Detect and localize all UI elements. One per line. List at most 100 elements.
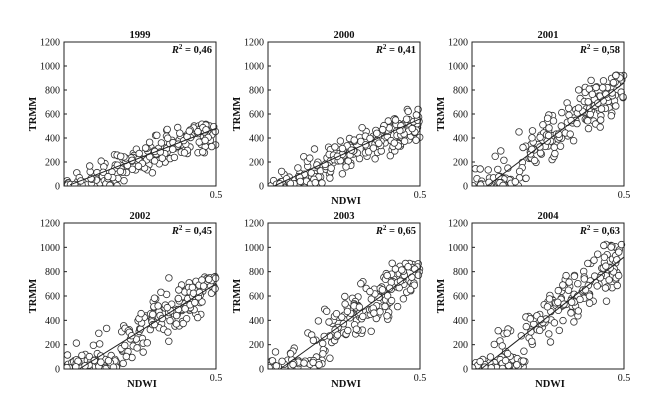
data-point xyxy=(522,322,530,331)
data-point xyxy=(580,275,588,283)
data-point xyxy=(180,149,189,157)
data-point xyxy=(294,164,302,172)
data-point xyxy=(554,286,562,295)
data-point xyxy=(201,136,209,145)
data-point xyxy=(602,297,611,305)
data-point xyxy=(570,272,579,280)
y-tick-label: 0 xyxy=(259,365,264,376)
scatter-panel-2004: 0 200 400 600 800 1000 1200 0.5 2004 TRMM NDWI R2 =… xyxy=(436,211,630,390)
chart-title: 2001 xyxy=(538,30,559,41)
data-point xyxy=(599,77,608,85)
data-point xyxy=(128,165,137,173)
data-point xyxy=(369,144,378,152)
data-point xyxy=(379,125,387,134)
data-point xyxy=(367,327,375,335)
data-point xyxy=(341,292,349,301)
y-tick-label: 600 xyxy=(45,110,60,121)
y-tick-label: 400 xyxy=(249,134,264,145)
data-point xyxy=(476,357,484,366)
data-point xyxy=(367,295,375,303)
data-point xyxy=(543,114,552,122)
y-tick-label: 600 xyxy=(453,110,468,121)
data-point xyxy=(350,136,358,144)
data-point xyxy=(494,327,502,335)
data-point xyxy=(574,307,582,315)
data-point xyxy=(476,181,485,186)
data-point xyxy=(300,359,308,367)
data-point xyxy=(102,324,111,333)
data-point xyxy=(569,136,578,145)
data-point xyxy=(198,276,206,284)
data-point xyxy=(499,181,507,186)
data-point xyxy=(592,83,600,92)
data-point xyxy=(399,295,408,303)
data-point xyxy=(89,341,98,349)
data-point xyxy=(272,362,281,369)
data-point xyxy=(205,275,213,283)
data-point xyxy=(319,339,327,348)
r-squared-annotation: R2 = 0,46 xyxy=(171,43,212,56)
y-tick-label: 1200 xyxy=(448,38,468,49)
data-point xyxy=(376,308,384,316)
data-point xyxy=(545,295,554,303)
y-tick-label: 1000 xyxy=(244,62,264,73)
data-point xyxy=(153,131,161,139)
chart-title: 1999 xyxy=(130,30,151,41)
y-tick-label: 200 xyxy=(45,340,60,351)
y-tick-label: 0 xyxy=(463,365,468,376)
y-tick-label: 1000 xyxy=(448,243,468,254)
data-point xyxy=(539,121,547,129)
data-point xyxy=(412,136,420,144)
x-axis-label: NDWI xyxy=(331,379,361,390)
data-point xyxy=(122,352,130,361)
data-point xyxy=(333,331,342,339)
data-point xyxy=(318,179,326,186)
y-axis-label: TRMM xyxy=(28,97,39,131)
scatter-panel-1999: 0 200 400 600 800 1000 1200 0.5 1999 TRMM R2 = 0,4… xyxy=(28,30,222,201)
y-axis-label: TRMM xyxy=(436,97,447,131)
data-point xyxy=(573,119,581,128)
y-tick-label: 400 xyxy=(45,316,60,327)
data-point xyxy=(599,83,607,92)
data-point xyxy=(343,307,352,316)
data-point xyxy=(596,123,604,131)
data-point xyxy=(78,351,86,360)
data-point xyxy=(398,266,406,274)
chart-title: 2003 xyxy=(334,211,355,222)
data-point xyxy=(311,179,319,186)
data-point xyxy=(546,338,555,346)
data-points xyxy=(472,71,628,186)
data-point xyxy=(601,284,610,292)
data-point xyxy=(309,336,318,345)
y-tick-label: 800 xyxy=(249,267,264,278)
data-point xyxy=(383,312,391,320)
data-point xyxy=(327,164,335,172)
scatter-panel-2002: 0 200 400 600 800 1000 1200 0.5 2002 TRMM NDWI R2 =… xyxy=(28,211,222,390)
data-point xyxy=(64,363,71,369)
data-point xyxy=(501,356,510,365)
data-point xyxy=(165,274,173,282)
data-point xyxy=(338,144,347,153)
data-point xyxy=(545,330,553,338)
data-point xyxy=(530,156,539,165)
data-point xyxy=(344,326,352,335)
data-point xyxy=(326,174,334,182)
data-point xyxy=(562,271,570,280)
data-point xyxy=(605,276,613,284)
y-tick-label: 200 xyxy=(249,158,264,169)
data-point xyxy=(528,134,536,142)
data-point xyxy=(412,111,421,119)
data-point xyxy=(364,148,373,156)
chart-title: 2000 xyxy=(334,30,355,41)
data-point xyxy=(148,310,157,319)
data-point xyxy=(503,329,511,337)
y-tick-label: 1000 xyxy=(40,62,60,73)
data-point xyxy=(158,314,166,323)
data-point xyxy=(342,163,350,171)
data-point xyxy=(373,129,381,137)
data-point xyxy=(383,292,392,300)
y-tick-label: 0 xyxy=(259,182,264,193)
y-axis-label: TRMM xyxy=(28,279,39,313)
data-point xyxy=(165,337,173,345)
data-point xyxy=(584,124,593,133)
